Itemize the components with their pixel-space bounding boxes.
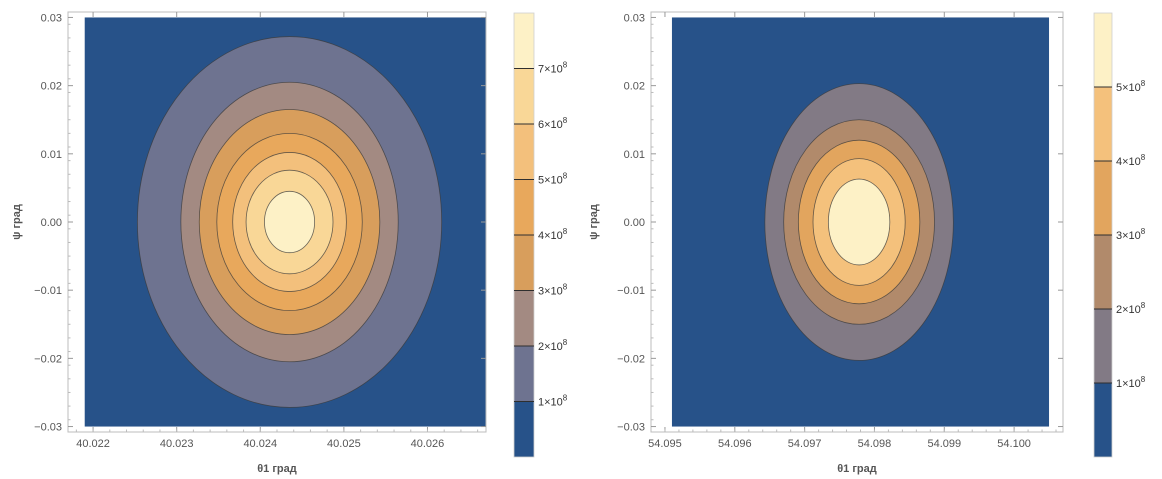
colorbar-label: 1×108 [538,394,568,409]
colorbar-swatch [514,235,534,291]
colorbar-label: 6×108 [538,116,568,131]
y-tick-label: −0.02 [617,353,645,365]
colorbar-swatch [514,179,534,235]
x-tick-label: 54.099 [927,438,961,450]
contour-bands [136,36,443,408]
contour-bands [764,83,954,361]
y-tick-label: 0.02 [41,81,62,93]
colorbar-label: 1×108 [1116,375,1146,390]
x-axis-label: θ1 град [837,463,877,475]
x-tick-label: 40.023 [160,438,194,450]
y-tick-label: −0.02 [34,353,62,365]
y-tick-label: 0.00 [41,217,62,229]
y-tick-label: 0.01 [624,149,645,161]
y-tick-label: −0.01 [34,285,62,297]
x-tick-label: 40.024 [243,438,277,450]
colorbar-label: 2×108 [538,338,568,353]
y-tick-label: −0.03 [617,422,645,434]
x-tick-label: 54.096 [718,438,752,450]
y-tick-label: 0.03 [624,12,645,24]
colorbar-swatch [1094,13,1112,87]
y-tick-label: −0.03 [34,422,62,434]
colorbar-label: 4×108 [1116,153,1146,168]
x-tick-label: 54.095 [648,438,682,450]
y-tick-label: −0.01 [617,285,645,297]
colorbar-swatch [514,290,534,346]
colorbar-swatch [1094,383,1112,457]
colorbar-label: 2×108 [1116,301,1146,316]
x-tick-label: 54.097 [788,438,822,450]
colorbar: 1×108 2×108 3×108 4×108 5×108 [1093,12,1146,458]
contour-band-5 [827,178,891,266]
colorbar-label: 5×108 [538,172,568,187]
colorbar-swatch [1094,87,1112,161]
colorbar-swatch [514,13,534,69]
y-tick-label: 0.01 [41,149,62,161]
colorbar-label: 7×108 [538,61,568,76]
colorbar-swatch [514,124,534,180]
x-tick-label: 40.022 [76,438,110,450]
colorbar-swatch [514,68,534,124]
colorbar-swatch [514,346,534,402]
chart-2: 54.095 54.096 54.097 54.098 54.099 54.100 0.03… [588,11,1146,475]
contour-band-7 [264,190,316,254]
y-tick-label: 0.02 [624,81,645,93]
y-axis-label: ψ град [588,204,600,240]
x-axis-label: θ1 град [257,463,297,475]
x-tick-label: 40.026 [411,438,445,450]
colorbar-swatch [1094,309,1112,383]
colorbar-swatch [1094,235,1112,309]
colorbar: 1×108 2×108 3×108 4×108 5×108 6×108 7×108 [513,12,568,458]
colorbar-swatch [1094,161,1112,235]
colorbar-label: 3×108 [538,283,568,298]
colorbar-label: 4×108 [538,227,568,242]
chart-1: 40.022 40.023 40.024 40.025 40.026 0.03 0.02 0.… [11,11,568,475]
x-tick-label: 54.098 [858,438,892,450]
x-tick-label: 40.025 [327,438,361,450]
colorbar-label: 3×108 [1116,227,1146,242]
y-tick-label: 0.03 [41,12,62,24]
colorbar-swatch [514,401,534,457]
y-tick-label: 0.00 [624,217,645,229]
colorbar-label: 5×108 [1116,79,1146,94]
x-tick-label: 54.100 [997,438,1031,450]
y-axis-label: ψ град [11,204,23,240]
